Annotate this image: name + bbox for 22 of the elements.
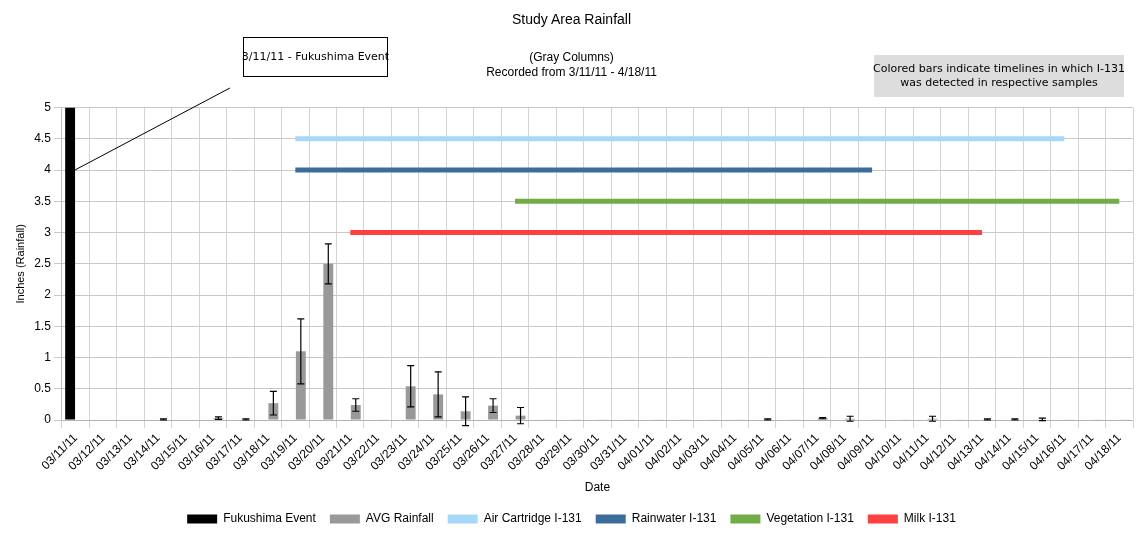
y-tick-label: 2 — [44, 287, 52, 302]
legend-label: Vegetation I-131 — [766, 511, 855, 526]
legend-label: Fukushima Event — [223, 511, 317, 526]
x-axis-title: Date — [584, 480, 611, 495]
y-tick-label: 1 — [44, 349, 52, 364]
y-tick-label: 4.5 — [34, 131, 52, 146]
y-tick-label: 3 — [44, 224, 52, 239]
y-tick-label: 2.5 — [34, 256, 52, 271]
y-axis-title: Inches (Rainfall) — [13, 224, 26, 304]
y-tick-label: 5 — [44, 99, 52, 114]
y-tick-label: 3.5 — [34, 193, 52, 208]
chart-subtitle: (Gray Columns) Recorded from 3/11/11 - 4/18/11 — [486, 50, 658, 79]
legend-label: AVG Rainfall — [365, 511, 434, 526]
y-tick-label: 1.5 — [34, 318, 52, 333]
legend-label: Milk I-131 — [903, 511, 957, 526]
legend-label: Air Cartridge I-131 — [483, 511, 583, 526]
y-tick-label: 0 — [44, 412, 52, 427]
y-tick-label: 4 — [44, 162, 52, 177]
y-tick-label: 0.5 — [34, 381, 52, 396]
chart-title: Study Area Rainfall — [511, 11, 632, 28]
legend-label: Rainwater I-131 — [631, 511, 717, 526]
text: Colored bars indicate timelines in which I-131 was detected in respective samples — [873, 55, 1125, 97]
